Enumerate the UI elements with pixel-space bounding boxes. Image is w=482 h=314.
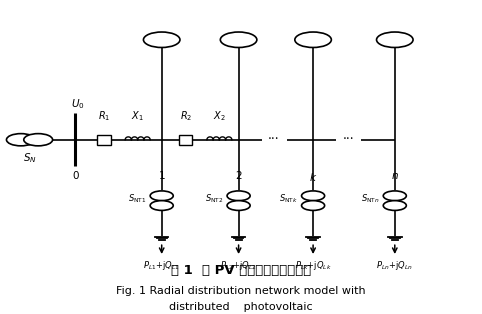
Text: ···: ··· xyxy=(268,133,280,146)
Text: PV$n$: PV$n$ xyxy=(383,34,406,46)
Ellipse shape xyxy=(302,201,324,210)
Ellipse shape xyxy=(302,191,324,201)
Ellipse shape xyxy=(150,201,173,210)
Text: $R_1$: $R_1$ xyxy=(98,110,110,123)
Text: $k$: $k$ xyxy=(309,171,317,183)
Text: ···: ··· xyxy=(343,133,354,146)
Text: $X_1$: $X_1$ xyxy=(131,110,144,123)
Text: 图 1  含 PV 的辐射式配电网模型: 图 1 含 PV 的辐射式配电网模型 xyxy=(171,263,311,277)
Text: $R_2$: $R_2$ xyxy=(180,110,192,123)
Text: $S_{\rm NT1}$: $S_{\rm NT1}$ xyxy=(128,193,147,205)
Ellipse shape xyxy=(150,191,173,201)
Text: $P_{Lk}$+j$Q_{Lk}$: $P_{Lk}$+j$Q_{Lk}$ xyxy=(295,259,332,273)
Ellipse shape xyxy=(227,191,250,201)
Text: Fig. 1 Radial distribution network model with: Fig. 1 Radial distribution network model… xyxy=(116,286,366,296)
Text: $P_{L1}$+j$Q_{L1}$: $P_{L1}$+j$Q_{L1}$ xyxy=(143,259,180,273)
Text: $S_{\rm NT2}$: $S_{\rm NT2}$ xyxy=(205,193,223,205)
Ellipse shape xyxy=(376,32,413,47)
Text: PV2: PV2 xyxy=(227,35,250,45)
Text: $S_{{\rm NT}n}$: $S_{{\rm NT}n}$ xyxy=(361,193,379,205)
Text: $X_2$: $X_2$ xyxy=(213,110,226,123)
Ellipse shape xyxy=(144,32,180,47)
Text: $U_0$: $U_0$ xyxy=(71,97,84,111)
Ellipse shape xyxy=(383,201,406,210)
Ellipse shape xyxy=(227,201,250,210)
Bar xyxy=(97,135,111,145)
Text: $n$: $n$ xyxy=(391,171,399,181)
Text: 2: 2 xyxy=(235,171,242,181)
Ellipse shape xyxy=(24,134,53,146)
Text: $P_{Ln}$+j$Q_{Ln}$: $P_{Ln}$+j$Q_{Ln}$ xyxy=(376,259,413,273)
Text: $S_{{\rm NT}k}$: $S_{{\rm NT}k}$ xyxy=(279,193,298,205)
Text: 0: 0 xyxy=(72,171,79,181)
Text: distributed    photovoltaic: distributed photovoltaic xyxy=(169,302,313,312)
Bar xyxy=(179,135,192,145)
Ellipse shape xyxy=(383,191,406,201)
Ellipse shape xyxy=(220,32,257,47)
Text: $P_{L2}$+j$Q_{L2}$: $P_{L2}$+j$Q_{L2}$ xyxy=(220,259,257,273)
Ellipse shape xyxy=(295,32,331,47)
Ellipse shape xyxy=(6,134,35,146)
Text: 1: 1 xyxy=(159,171,165,181)
Text: PV1: PV1 xyxy=(150,35,173,45)
Text: $S_N$: $S_N$ xyxy=(23,151,37,165)
Text: PV$k$: PV$k$ xyxy=(301,34,325,46)
